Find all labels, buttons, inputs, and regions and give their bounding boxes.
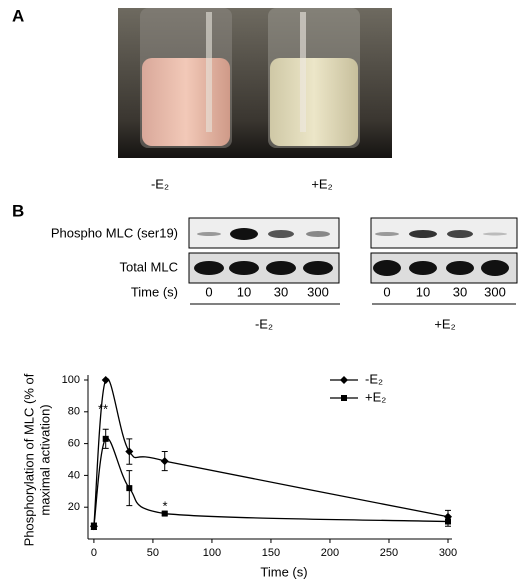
glass-rod	[206, 12, 212, 132]
x-tick-label: 150	[262, 547, 280, 559]
marker	[160, 457, 169, 466]
y-tick-label: 80	[68, 406, 80, 418]
bands	[194, 228, 509, 276]
row-label: Phospho MLC (ser19)	[51, 225, 178, 240]
tube-liquid	[270, 58, 358, 146]
y-tick-label: 100	[62, 374, 80, 386]
x-tick-label: 200	[321, 547, 339, 559]
x-axis-label: Time (s)	[260, 564, 307, 579]
annotation: **	[98, 401, 108, 416]
time-tick: 300	[484, 284, 506, 299]
y-tick-label: 60	[68, 438, 80, 450]
time-tick: 10	[416, 284, 430, 299]
marker	[102, 435, 109, 442]
panel-label: B	[12, 201, 24, 220]
group-label: -E₂	[255, 316, 273, 331]
group-label: +E₂	[434, 316, 455, 331]
line	[93, 437, 449, 527]
marker	[125, 447, 134, 456]
legend-label: +E₂	[365, 389, 386, 404]
marker	[126, 485, 133, 492]
time-label: Time (s)	[131, 284, 178, 299]
marker	[101, 376, 110, 384]
tube-liquid	[142, 58, 230, 146]
x-tick-label: 50	[147, 547, 159, 559]
legend-label: -E₂	[365, 371, 383, 386]
marker	[445, 518, 451, 525]
caption: -E₂	[151, 176, 169, 191]
time-tick: 10	[237, 284, 251, 299]
y-axis-label: maximal activation)	[37, 404, 52, 515]
x-tick-label: 0	[91, 547, 97, 559]
y-tick-label: 20	[68, 501, 80, 513]
row-label: Total MLC	[119, 259, 178, 274]
time-tick: 0	[383, 284, 390, 299]
legend-symbol	[340, 376, 348, 384]
legend-symbol	[341, 395, 347, 401]
panel-b-blots: B Phospho MLC (ser19) Total MLC Time (s)	[12, 201, 518, 331]
x-tick-label: 300	[439, 547, 457, 559]
x-tick-label: 100	[203, 547, 221, 559]
time-tick: 30	[274, 284, 288, 299]
time-tick: 30	[453, 284, 467, 299]
marker	[161, 510, 168, 517]
caption: +E₂	[311, 176, 332, 191]
legend-marker	[341, 395, 347, 401]
x-tick-label: 250	[380, 547, 398, 559]
chart: Time (s) Phosphorylation of MLC (% of ma…	[21, 371, 457, 579]
annotation: *	[162, 498, 167, 513]
line	[93, 377, 449, 527]
panel-a: A -E₂ +E₂	[12, 6, 392, 191]
glass-rod	[300, 12, 306, 132]
time-tick: 300	[307, 284, 329, 299]
panel-label: A	[12, 6, 24, 25]
marker	[90, 523, 97, 530]
legend-marker	[340, 376, 348, 384]
time-tick: 0	[205, 284, 212, 299]
y-tick-label: 40	[68, 469, 80, 481]
y-axis-label: Phosphorylation of MLC (% of	[21, 373, 36, 546]
